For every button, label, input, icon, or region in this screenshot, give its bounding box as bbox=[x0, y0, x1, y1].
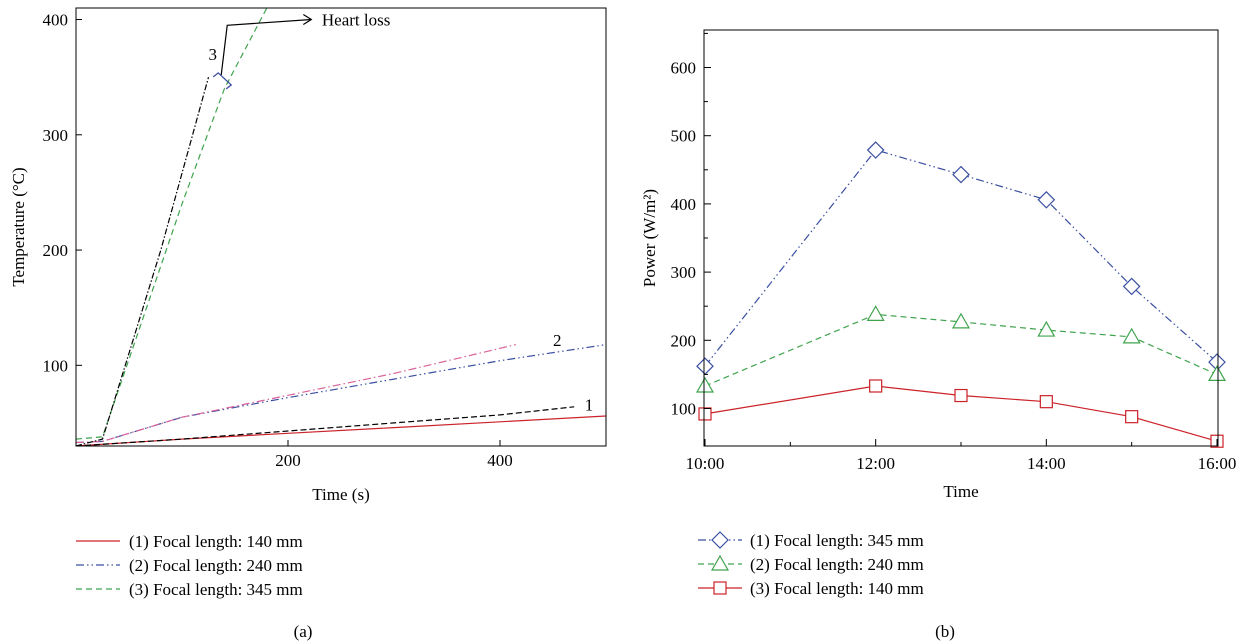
series-line-3 bbox=[76, 344, 606, 444]
data-point-b-3 bbox=[954, 388, 968, 403]
y-tick-label-a: 200 bbox=[43, 241, 69, 260]
x-tick-label-b: 14:00 bbox=[1027, 454, 1066, 473]
data-point-b-2 bbox=[1207, 365, 1227, 381]
legend-marker-b-3 bbox=[713, 581, 727, 595]
series-line-1 bbox=[76, 415, 606, 446]
legend-marker-b-2 bbox=[710, 554, 730, 571]
data-point-b-2 bbox=[951, 312, 971, 329]
series-line-6 bbox=[76, 77, 210, 446]
data-point-b-1 bbox=[952, 165, 970, 184]
y-tick-label-b: 500 bbox=[671, 127, 697, 146]
data-point-b-2 bbox=[866, 305, 885, 321]
legend-label-b-1: (1) Focal length: 345 mm bbox=[750, 531, 924, 550]
series-line-b-2 bbox=[704, 313, 1218, 387]
panel-label-b: (b) bbox=[935, 622, 955, 641]
annotation-1: 3 bbox=[209, 45, 218, 64]
data-point-b-3 bbox=[698, 407, 712, 421]
annotation-3: 1 bbox=[585, 396, 594, 415]
data-point-b-1 bbox=[1122, 277, 1141, 296]
data-point-b-3 bbox=[1125, 410, 1139, 424]
x-axis-label-b: Time bbox=[943, 482, 978, 501]
legend-label-b-3: (3) Focal length: 140 mm bbox=[750, 579, 924, 598]
panel-a-temperature-chart: 200 400 100 200 300 400 Time (s) Temperature (°… bbox=[9, 7, 607, 641]
data-point-b-3 bbox=[869, 379, 883, 393]
y-tick-label-a: 400 bbox=[43, 11, 69, 30]
data-point-b-1 bbox=[696, 357, 714, 376]
x-tick-label-a: 200 bbox=[275, 451, 301, 470]
y-tick-label-b: 200 bbox=[671, 331, 697, 350]
y-tick-label-b: 300 bbox=[671, 263, 697, 282]
series-line-4 bbox=[76, 344, 517, 444]
legend-label-a-2: (2) Focal length: 240 mm bbox=[129, 556, 303, 575]
y-axis-label-a: Temperature (°C) bbox=[9, 167, 28, 286]
series-line-5 bbox=[76, 8, 268, 440]
plot-frame-a bbox=[75, 7, 607, 447]
y-tick-label-b: 600 bbox=[671, 59, 697, 78]
x-tick-label-b: 16:00 bbox=[1198, 454, 1237, 473]
data-point-b-2 bbox=[1037, 320, 1056, 337]
x-tick-label-b: 10:00 bbox=[686, 454, 725, 473]
legend-marker-b-1 bbox=[711, 531, 729, 549]
data-point-b-3 bbox=[1039, 395, 1053, 409]
x-tick-label-b: 12:00 bbox=[856, 454, 895, 473]
data-point-b-2 bbox=[695, 376, 715, 393]
data-point-b-1 bbox=[1037, 190, 1056, 209]
panel-b-power-chart: 10:00 12:00 14:00 16:00 100 200 300 400 500 600 Ti… bbox=[640, 29, 1237, 641]
heat-loss-bracket bbox=[212, 72, 233, 90]
heat-loss-arrow-line bbox=[220, 18, 312, 75]
annotation-4: Heart loss bbox=[322, 11, 390, 30]
y-tick-label-b: 400 bbox=[671, 195, 697, 214]
series-line-2 bbox=[76, 406, 575, 446]
data-point-b-1 bbox=[866, 141, 885, 159]
legend-label-a-1: (1) Focal length: 140 mm bbox=[129, 532, 303, 551]
data-point-b-2 bbox=[1122, 327, 1141, 344]
series-line-b-3 bbox=[704, 385, 1218, 442]
annotation-2: 2 bbox=[553, 331, 562, 350]
y-tick-label-a: 100 bbox=[43, 356, 69, 375]
heat-loss-arrowhead bbox=[303, 14, 313, 26]
x-axis-label-a: Time (s) bbox=[312, 485, 369, 504]
panel-label-a: (a) bbox=[294, 622, 313, 641]
legend-label-a-3: (3) Focal length: 345 mm bbox=[129, 580, 303, 599]
legend-label-b-2: (2) Focal length: 240 mm bbox=[750, 555, 924, 574]
y-axis-label-b: Power (W/m²) bbox=[640, 189, 659, 287]
x-tick-label-a: 400 bbox=[487, 451, 513, 470]
y-tick-label-a: 300 bbox=[43, 126, 69, 145]
y-tick-label-b: 100 bbox=[671, 399, 697, 418]
plot-frame-b bbox=[703, 29, 1219, 447]
